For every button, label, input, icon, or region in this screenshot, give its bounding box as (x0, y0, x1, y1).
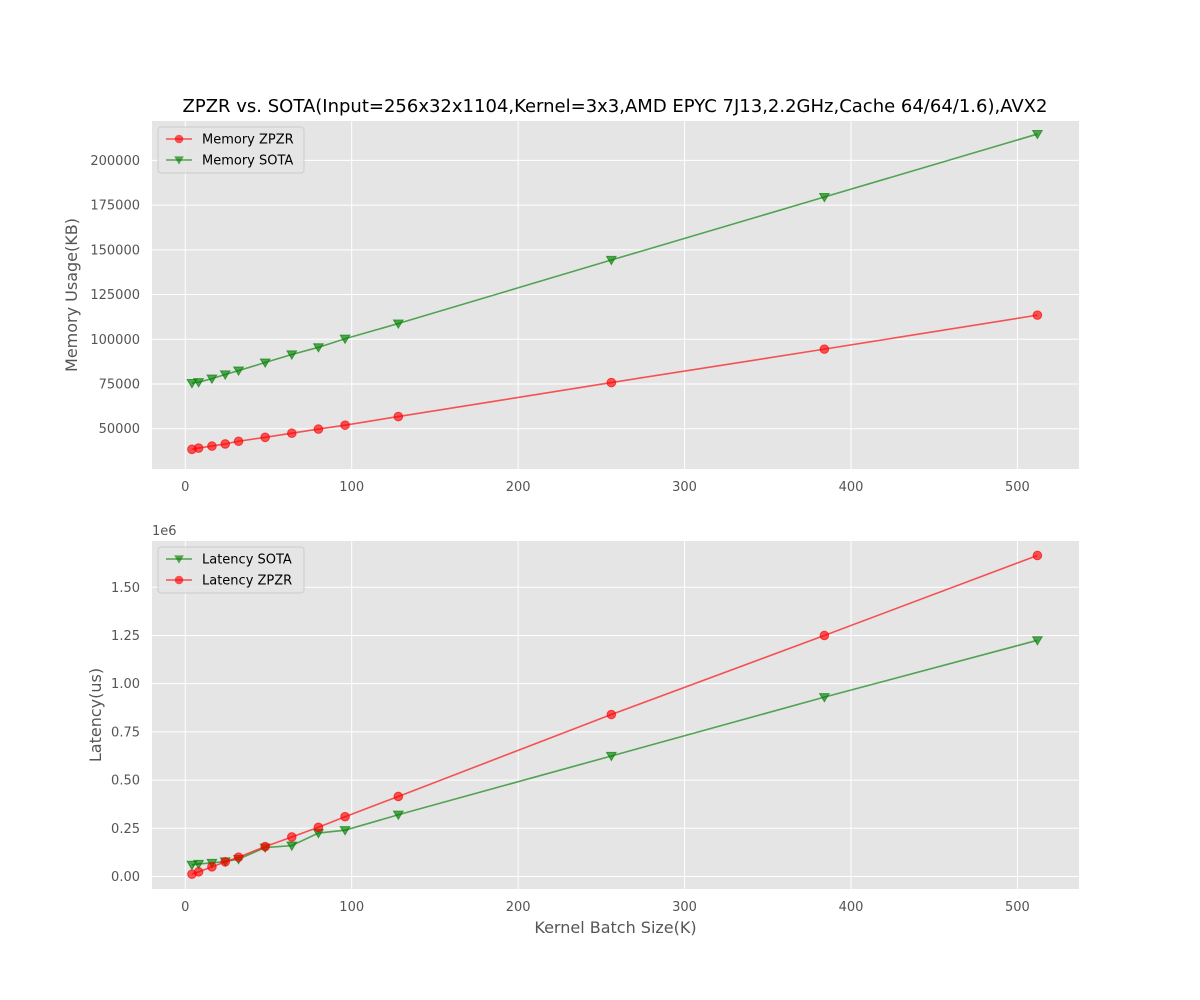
latency-x-tick-label: 0 (181, 900, 189, 915)
memory-usage-panel: 0 100 200 300 400 500 50000 75000 100000 125000 15… (90, 121, 1079, 495)
latency-y-offset-label: 1e6 (152, 524, 177, 539)
memory-zpzr-point (393, 411, 404, 422)
memory-y-tick-label: 50000 (99, 422, 140, 437)
memory-zpzr-point (193, 443, 204, 453)
memory-sota-point (818, 192, 831, 203)
memory-x-tick-label: 100 (339, 480, 364, 495)
memory-sota-point (219, 370, 231, 381)
memory-sota-point (286, 350, 298, 361)
memory-zpzr-point (286, 428, 297, 439)
latency-x-tick-label: 300 (672, 900, 697, 915)
memory-y-tick-label: 100000 (90, 333, 140, 348)
memory-zpzr-point (819, 344, 830, 354)
memory-y-tick-label: 75000 (99, 378, 140, 393)
latency-sota-point (192, 859, 205, 870)
memory-sota-point (232, 366, 245, 377)
latency-sota-point (605, 751, 618, 762)
legend-latency-zpzr-marker (174, 575, 184, 585)
chart-title: ZPZR vs. SOTA(Input=256x32x1104,Kernel=3… (183, 96, 1048, 117)
memory-x-tick-label: 200 (506, 480, 531, 495)
memory-y-axis-label: Memory Usage(KB) (62, 218, 81, 372)
memory-sota-point (605, 255, 618, 266)
latency-y-tick-label: 1.25 (111, 629, 140, 644)
memory-legend-box (157, 126, 305, 174)
latency-zpzr-point (260, 841, 270, 852)
memory-legend: Memory ZPZR Memory SOTA (157, 126, 305, 174)
memory-sota-point (392, 319, 404, 330)
memory-sota-point (1031, 129, 1044, 140)
latency-zpzr-point (313, 822, 324, 833)
latency-panel: 0 100 200 300 400 500 0.00 0.25 0.50 0.75 1.00 1.25… (111, 541, 1079, 915)
memory-zpzr-point (1032, 310, 1043, 320)
latency-x-tick-label: 200 (506, 900, 531, 915)
latency-zpzr-point (220, 857, 231, 867)
latency-zpzr-point (340, 811, 350, 822)
latency-zpzr-point (819, 630, 830, 641)
latency-zpzr-point (207, 862, 217, 872)
memory-x-tick-label: 500 (1005, 480, 1030, 495)
memory-zpzr-point (313, 424, 324, 434)
latency-legend-box (157, 546, 305, 594)
latency-y-tick-label: 0.25 (111, 822, 140, 837)
memory-zpzr-point (260, 432, 270, 443)
latency-sota-point (818, 693, 831, 703)
legend-latency-sota-label: Latency SOTA (202, 553, 292, 568)
legend-memory-zpzr-label: Memory ZPZR (202, 133, 294, 148)
latency-y-axis-label: Latency(us) (86, 668, 105, 762)
memory-zpzr-point (340, 420, 350, 430)
memory-y-tick-label: 200000 (90, 154, 140, 169)
latency-zpzr-point (1032, 550, 1043, 561)
latency-sota-point (339, 826, 351, 836)
memory-sota-point (259, 358, 271, 369)
memory-zpzr-point (233, 436, 244, 447)
latency-y-tick-label: 0.75 (111, 725, 140, 740)
memory-zpzr-point (606, 377, 617, 388)
latency-sota-point (1031, 636, 1044, 646)
latency-zpzr-point (286, 832, 297, 842)
legend-latency-sota-marker (174, 555, 184, 564)
latency-sota-point (392, 810, 404, 821)
latency-x-tick-label: 400 (839, 900, 864, 915)
latency-legend: Latency SOTA Latency ZPZR (157, 546, 305, 594)
latency-y-tick-label: 1.50 (111, 581, 140, 596)
memory-y-tick-label: 175000 (90, 199, 140, 214)
latency-x-tick-label: 500 (1005, 900, 1030, 915)
memory-sota-point (206, 374, 218, 385)
memory-sota-point (192, 378, 205, 388)
latency-y-tick-label: 0.50 (111, 774, 140, 789)
memory-zpzr-point (220, 439, 231, 449)
latency-x-axis-label: Kernel Batch Size(K) (534, 918, 696, 937)
latency-y-tick-label: 0.00 (111, 870, 140, 885)
legend-memory-sota-marker (174, 156, 184, 165)
memory-y-tick-label: 125000 (90, 288, 140, 303)
memory-sota-point (312, 343, 325, 353)
legend-memory-sota-label: Memory SOTA (202, 154, 293, 169)
latency-sota-point (186, 860, 198, 871)
memory-x-tick-label: 400 (839, 480, 864, 495)
latency-y-tick-label: 1.00 (111, 677, 140, 692)
latency-x-tick-label: 100 (339, 900, 364, 915)
legend-latency-zpzr-label: Latency ZPZR (202, 574, 292, 589)
latency-zpzr-point (233, 852, 244, 862)
latency-zpzr-point (193, 867, 204, 877)
memory-sota-point (186, 379, 198, 389)
memory-x-tick-label: 300 (672, 480, 697, 495)
memory-sota-point (339, 334, 351, 345)
latency-zpzr-point (393, 791, 404, 802)
latency-zpzr-point (606, 709, 617, 720)
memory-zpzr-point (207, 441, 217, 451)
memory-y-tick-label: 150000 (90, 243, 140, 258)
memory-x-tick-label: 0 (181, 480, 189, 495)
latency-sota-point (286, 841, 298, 852)
legend-memory-zpzr-marker (174, 134, 184, 144)
